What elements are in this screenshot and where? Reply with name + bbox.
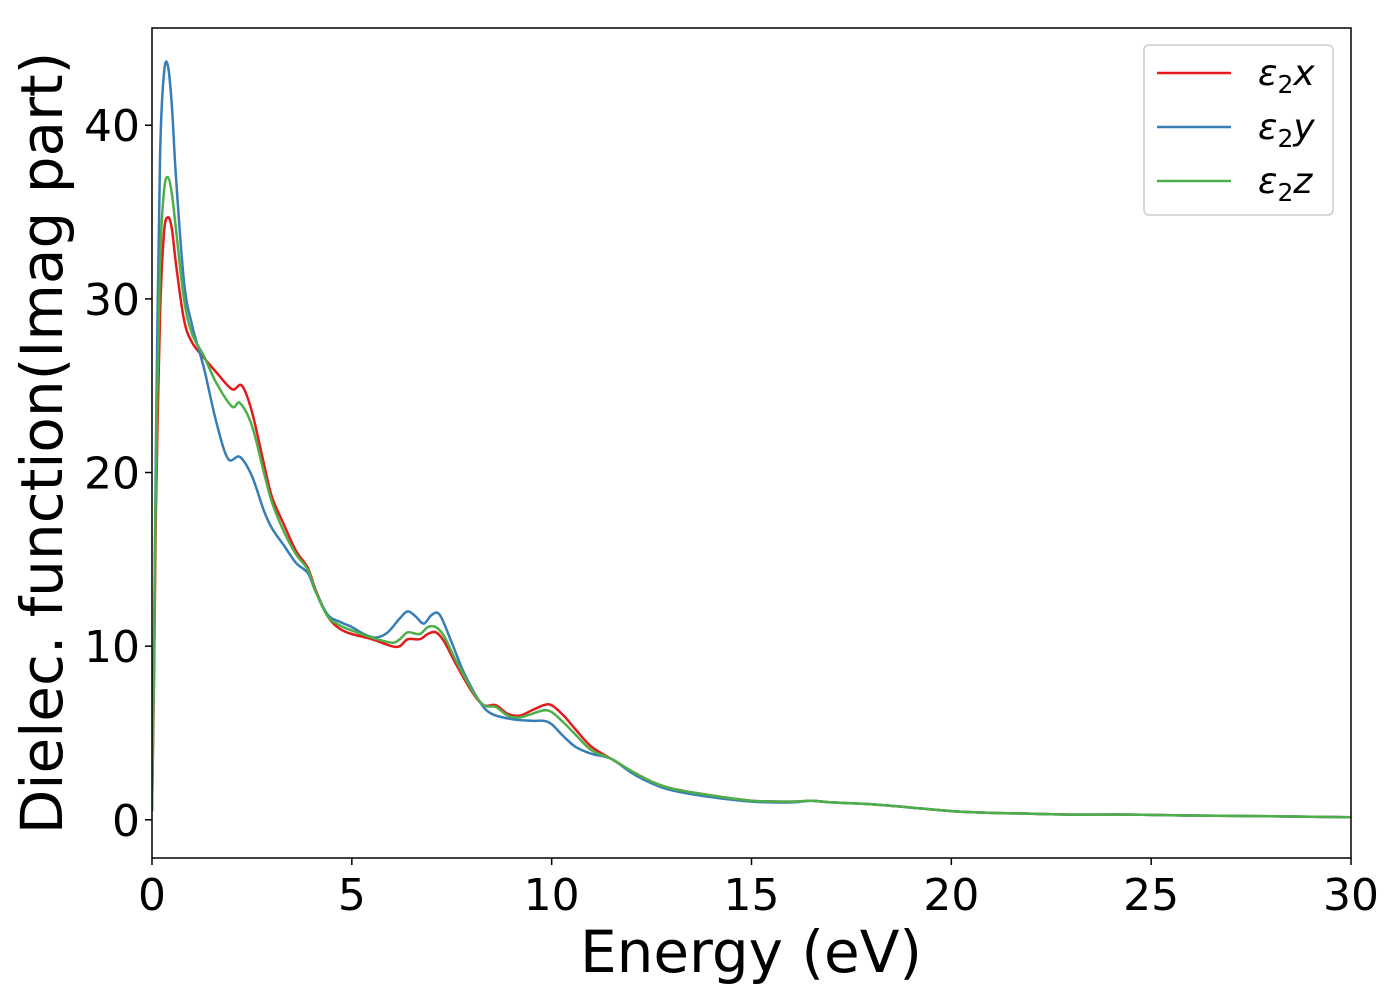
x-tick-label: 25: [1123, 870, 1179, 921]
y-tick-label: 40: [84, 101, 140, 152]
y-tick-label: 10: [84, 622, 140, 673]
x-tick-label: 5: [338, 870, 366, 921]
series-line-z: [152, 175, 1351, 819]
x-axis-label: Energy (eV): [580, 918, 922, 986]
y-tick-label: 0: [112, 796, 140, 847]
y-axis-label: Dielec. function(Imag part): [8, 52, 76, 835]
x-tick-label: 0: [138, 870, 166, 921]
x-tick-label: 30: [1323, 870, 1379, 921]
plot-lines: [152, 60, 1351, 819]
y-tick-label: 30: [84, 275, 140, 326]
x-tick-label: 20: [923, 870, 979, 921]
legend-label-x: ε2x: [1258, 53, 1315, 99]
axis-ticks: 0 5 10 15 20 25 30 0 10 20 30 40: [84, 101, 1379, 921]
x-tick-label: 15: [724, 870, 780, 921]
x-tick-label: 10: [524, 870, 580, 921]
legend: ε2x ε2y ε2z: [1143, 44, 1334, 216]
series-line-x: [152, 216, 1351, 819]
legend-box: [1143, 44, 1334, 216]
legend-label-z: ε2z: [1258, 161, 1313, 207]
y-tick-label: 20: [84, 449, 140, 500]
legend-label-y: ε2y: [1258, 107, 1315, 153]
